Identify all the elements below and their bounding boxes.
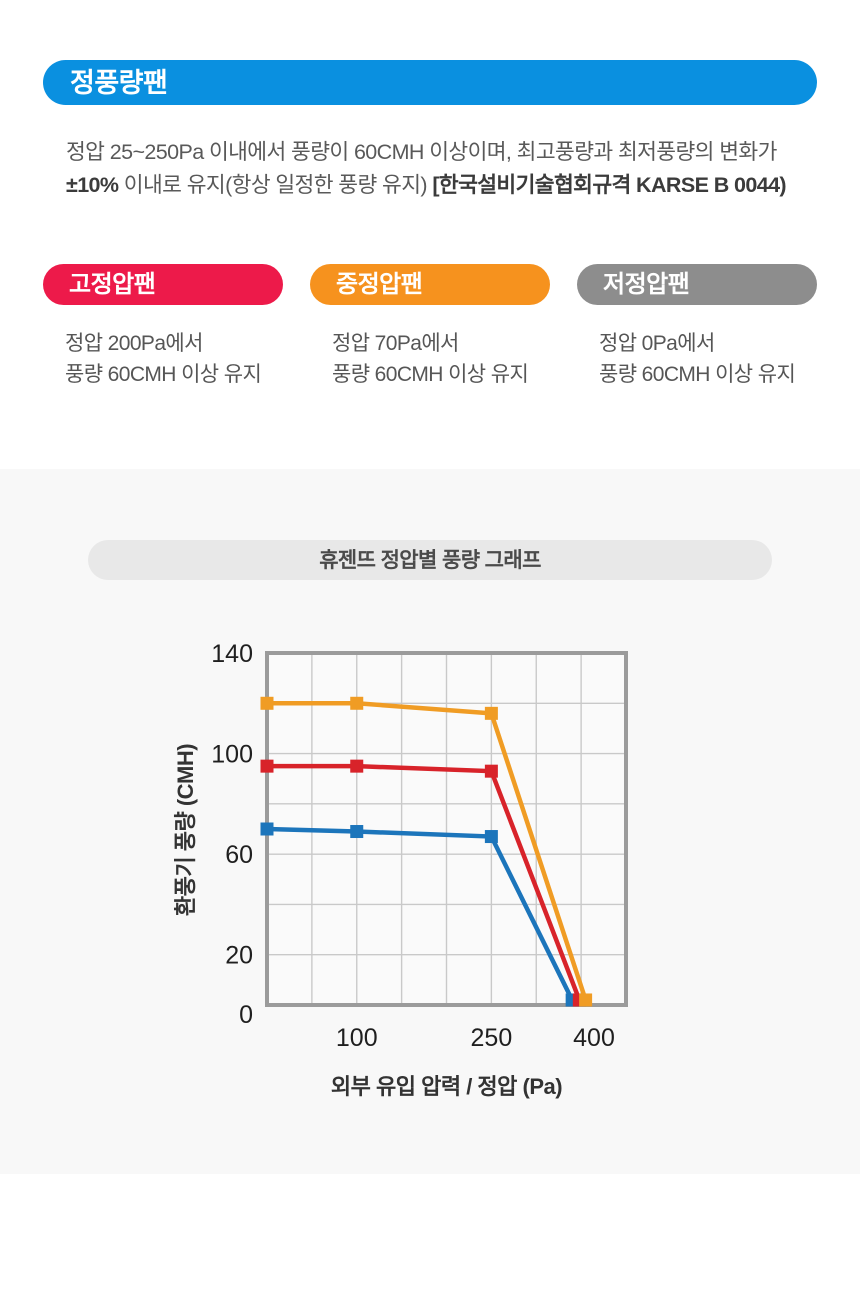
high-pressure-fan-desc-line1: 정압 200Pa에서 — [65, 332, 203, 355]
fan-type-card-high-pressure: 고정압팬 정압 200Pa에서 풍량 60CMH 이상 유지 — [43, 264, 283, 390]
y-tick-label: 140 — [211, 640, 253, 668]
mid-pressure-fan-badge: 중정압팬 — [310, 264, 550, 305]
orange-line-marker — [350, 696, 364, 710]
constant-airflow-fan-badge: 정풍량팬 — [43, 60, 817, 105]
pressure-airflow-line-chart: 0 20 60 100 140 100 250 400 환풍기 풍량 (CMH) 외부 유입 압력… — [173, 640, 628, 1099]
blue-line-marker — [260, 822, 274, 836]
high-pressure-fan-badge-label: 고정압팬 — [69, 271, 156, 298]
low-pressure-fan-desc-line2: 풍량 60CMH 이상 유지 — [599, 363, 796, 386]
x-axis-title: 외부 유입 압력 / 정압 (Pa) — [331, 1074, 562, 1099]
low-pressure-fan-description: 정압 0Pa에서 풍량 60CMH 이상 유지 — [577, 328, 817, 390]
y-tick-label: 20 — [225, 942, 253, 970]
orange-line-marker — [484, 706, 498, 720]
low-pressure-fan-desc-line1: 정압 0Pa에서 — [599, 332, 715, 355]
y-axis-title: 환풍기 풍량 (CMH) — [173, 744, 198, 916]
blue-line-marker — [484, 830, 498, 844]
hero-description: 정압 25~250Pa 이내에서 풍량이 60CMH 이상이며, 최고풍량과 최… — [66, 136, 806, 202]
blue-line — [266, 826, 575, 1001]
y-tick-label: 0 — [239, 1001, 253, 1029]
constant-airflow-fan-badge-label: 정풍량팬 — [70, 68, 168, 98]
orange-line-marker — [260, 696, 274, 710]
y-tick-label: 100 — [211, 741, 253, 769]
low-pressure-fan-badge-label: 저정압팬 — [603, 271, 690, 298]
chart-title: 휴젠뜨 정압별 풍량 그래프 — [88, 540, 772, 580]
mid-pressure-fan-badge-label: 중정압팬 — [336, 271, 423, 298]
red-line-marker — [260, 759, 274, 773]
x-tick-label: 100 — [336, 1024, 378, 1052]
mid-pressure-fan-description: 정압 70Pa에서 풍량 60CMH 이상 유지 — [310, 328, 550, 390]
hero-description-line2: 이내로 유지(항상 일정한 풍량 유지) — [118, 173, 433, 197]
red-line-marker — [484, 764, 498, 778]
high-pressure-fan-description: 정압 200Pa에서 풍량 60CMH 이상 유지 — [43, 328, 283, 390]
blue-line-marker — [350, 825, 364, 839]
orange-line — [267, 701, 588, 1001]
red-line — [267, 763, 582, 1001]
fan-type-card-low-pressure: 저정압팬 정압 0Pa에서 풍량 60CMH 이상 유지 — [577, 264, 817, 390]
high-pressure-fan-badge: 고정압팬 — [43, 264, 283, 305]
y-tick-label: 60 — [225, 841, 253, 869]
red-line-marker — [350, 759, 364, 773]
x-tick-label: 400 — [573, 1024, 615, 1052]
mid-pressure-fan-desc-line2: 풍량 60CMH 이상 유지 — [332, 363, 529, 386]
high-pressure-fan-desc-line2: 풍량 60CMH 이상 유지 — [65, 363, 262, 386]
low-pressure-fan-badge: 저정압팬 — [577, 264, 817, 305]
hero-description-line1: 정압 25~250Pa 이내에서 풍량이 60CMH 이상이며, 최고풍량과 최… — [66, 140, 777, 164]
fan-type-card-mid-pressure: 중정압팬 정압 70Pa에서 풍량 60CMH 이상 유지 — [310, 264, 550, 390]
hero-description-tolerance: ±10% — [66, 173, 119, 197]
hero-description-standard: [한국설비기술협회규격 KARSE B 0044) — [432, 173, 786, 197]
orange-line-marker — [579, 993, 593, 1007]
mid-pressure-fan-desc-line1: 정압 70Pa에서 — [332, 332, 459, 355]
x-tick-label: 250 — [471, 1024, 513, 1052]
